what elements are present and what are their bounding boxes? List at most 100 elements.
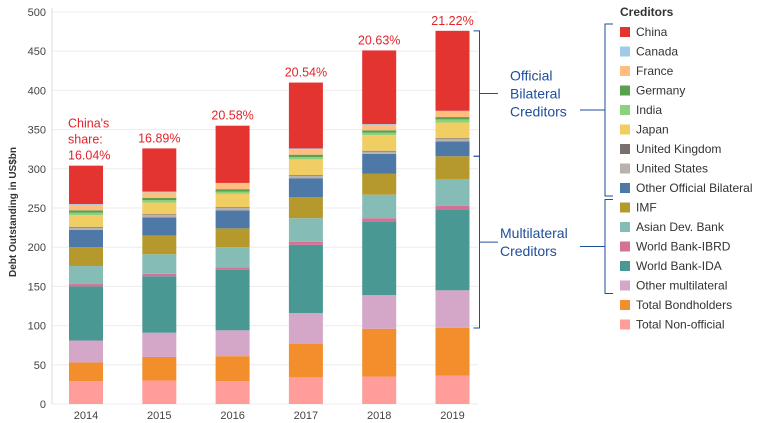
- bar-segment: [69, 204, 103, 211]
- bar-segment: [435, 139, 470, 142]
- y-axis: 0 50 100 150 200 250 300 350 400 450 500: [28, 7, 53, 411]
- legend-label: World Bank-IBRD: [636, 240, 731, 254]
- bar-segment: [288, 159, 323, 176]
- bar-segment: [69, 229, 103, 248]
- bar-segment: [215, 191, 250, 194]
- group-label: Bilateral: [510, 86, 561, 102]
- legend-bracket: [604, 23, 613, 197]
- bar-segment: [69, 266, 103, 285]
- bar-segment: [435, 111, 470, 118]
- bar-segment: [288, 175, 323, 179]
- bar-segment: [142, 197, 177, 201]
- bar-segment: [142, 215, 177, 218]
- bar-segment: [69, 165, 103, 205]
- legend-swatch: [620, 85, 630, 96]
- bar-segment: [362, 194, 397, 219]
- legend-swatch: [620, 105, 630, 115]
- y-tick-label: 100: [28, 321, 46, 333]
- gridlines: [52, 11, 478, 405]
- bar-segment: [142, 380, 177, 404]
- legend-label: China: [636, 25, 668, 39]
- y-tick-label: 450: [28, 46, 46, 58]
- bar-segment: [435, 327, 470, 376]
- y-tick-label: 200: [28, 242, 46, 254]
- bar-segment: [288, 154, 323, 158]
- bar-stack-2018: [362, 50, 397, 404]
- bar-segment: [215, 125, 250, 183]
- legend-label: Other multilateral: [636, 279, 727, 293]
- legend-swatch: [620, 202, 630, 213]
- bar-segment: [69, 227, 103, 230]
- group-label: Official: [510, 68, 553, 84]
- y-tick-label: 350: [28, 125, 46, 137]
- bar-segment: [362, 124, 397, 125]
- bar-segment: [362, 135, 397, 151]
- bar-segment: [362, 130, 397, 133]
- bar-segment: [215, 269, 250, 331]
- bar-segment: [362, 376, 397, 404]
- group-label: Multilateral: [500, 225, 568, 241]
- bar-stack-2016: [215, 125, 250, 404]
- china-share-annotations: China's share: 16.04% 16.89% 20.58% 20.54% 20.…: [68, 14, 474, 163]
- share-label: 16.04%: [68, 149, 110, 163]
- bar-segment: [288, 148, 323, 150]
- bar-segment: [142, 235, 177, 255]
- bar-segment: [362, 132, 397, 136]
- share-label: share:: [68, 133, 103, 147]
- x-axis: 2014 2015 2016 2017 2018 2019: [74, 410, 465, 422]
- bar-segment: [288, 149, 323, 155]
- bar-segment: [69, 226, 103, 228]
- creditor-group-brackets: Official Bilateral Creditors Multilateral Cr…: [473, 23, 613, 329]
- legend-swatch: [620, 144, 630, 154]
- bar-segment: [435, 138, 470, 140]
- bar-segment: [362, 218, 397, 222]
- bar-segment: [435, 30, 470, 111]
- legend-swatch: [620, 300, 630, 310]
- bar-segment: [215, 228, 250, 248]
- y-tick-label: 50: [34, 360, 46, 372]
- bar-segment: [142, 202, 177, 215]
- legend-swatch: [620, 27, 630, 37]
- bar-segment: [435, 110, 470, 112]
- bar-segment: [69, 362, 103, 382]
- bar-segment: [288, 175, 323, 176]
- bar-segment: [288, 218, 323, 242]
- x-tick-label: 2014: [74, 410, 98, 422]
- legend-bracket: [604, 199, 613, 294]
- bar-segment: [215, 330, 250, 357]
- x-tick-label: 2017: [294, 410, 318, 422]
- bar-segment: [142, 148, 177, 192]
- bar-segment: [435, 290, 470, 328]
- bar-segment: [69, 212, 103, 216]
- bar-segment: [362, 328, 397, 377]
- legend-label: Canada: [636, 45, 678, 59]
- legend-swatch: [620, 319, 630, 330]
- bar-segment: [69, 215, 103, 227]
- share-label: 20.54%: [285, 66, 327, 80]
- bar-segment: [142, 217, 177, 236]
- bar-segment: [362, 150, 397, 152]
- bar-stack-2017: [288, 82, 323, 404]
- bar-segment: [142, 332, 177, 357]
- y-tick-label: 0: [40, 399, 46, 411]
- legend-swatch: [620, 66, 630, 76]
- legend-label: Asian Dev. Bank: [636, 220, 725, 234]
- bar-segment: [69, 284, 103, 287]
- legend-label: Japan: [636, 123, 669, 137]
- y-tick-label: 500: [28, 7, 46, 19]
- legend-label: United Kingdom: [636, 142, 721, 156]
- bar-segment: [288, 157, 323, 160]
- bar-segment: [69, 340, 103, 363]
- bar-segment: [69, 247, 103, 267]
- legend-label: Other Official Bilateral: [636, 181, 753, 195]
- bar-segment: [288, 313, 323, 344]
- bar-segment: [288, 197, 323, 219]
- bar-bracket: [473, 155, 480, 329]
- bar-segment: [288, 377, 323, 404]
- legend-label: Germany: [636, 84, 685, 98]
- bar-segment: [142, 356, 177, 381]
- bar-segment: [288, 343, 323, 378]
- y-tick-label: 300: [28, 164, 46, 176]
- bar-segment: [142, 276, 177, 333]
